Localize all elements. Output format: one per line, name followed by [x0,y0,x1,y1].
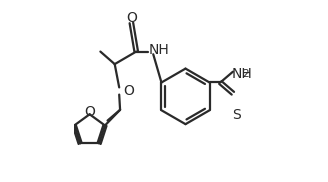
Text: NH: NH [232,67,253,81]
Text: S: S [232,108,241,122]
Text: 2: 2 [242,69,249,79]
Text: NH: NH [149,43,170,57]
Text: O: O [84,105,95,119]
Text: O: O [123,84,133,98]
Text: O: O [126,11,137,25]
